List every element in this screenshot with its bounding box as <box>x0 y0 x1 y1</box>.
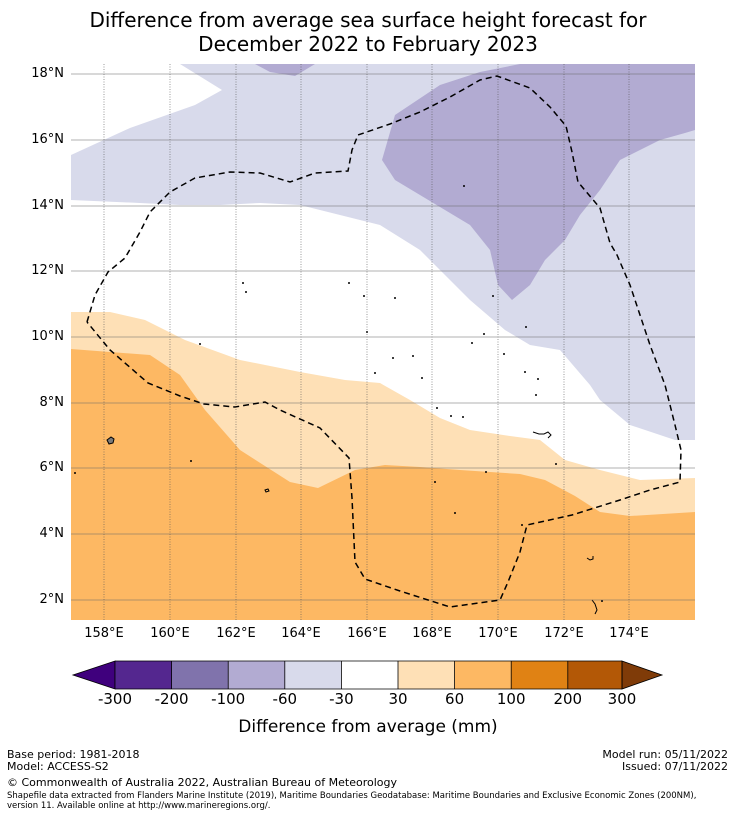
medium-negative-region-2 <box>382 64 695 300</box>
colorbar-tick: -30 <box>329 690 354 708</box>
colorbar-tick: 60 <box>445 690 465 708</box>
colorbar-high-extend <box>621 660 664 690</box>
atoll-dots <box>74 185 603 602</box>
colorbar-bin <box>398 661 455 689</box>
medium-negative-region <box>255 64 315 76</box>
base-period: Base period: 1981-2018 <box>7 748 140 761</box>
island-outlines <box>106 431 598 615</box>
lon-label: 172°E <box>544 626 584 641</box>
model-run: Model run: 05/11/2022 <box>602 748 728 761</box>
lon-label: 164°E <box>281 626 321 641</box>
map-title: Difference from average sea surface heig… <box>0 8 736 56</box>
colorbar-title: Difference from average (mm) <box>238 717 498 737</box>
orange-positive-region <box>71 349 695 620</box>
colorbar-low-extend <box>71 660 116 690</box>
model-name: Model: ACCESS-S2 <box>7 760 109 773</box>
lat-label: 18°N <box>31 66 64 81</box>
lon-label: 160°E <box>150 626 190 641</box>
colorbar-tick: -60 <box>272 690 298 708</box>
colorbar-tick: 200 <box>553 690 583 708</box>
colorbar-bin <box>454 661 512 689</box>
lat-label: 2°N <box>39 592 65 607</box>
lon-label: 174°E <box>609 626 649 641</box>
lon-label: 158°E <box>84 626 124 641</box>
latitude-gridlines <box>71 73 695 601</box>
lat-label: 16°N <box>31 132 64 147</box>
colorbar-tick: -300 <box>97 690 133 708</box>
colorbar-bin <box>228 661 285 689</box>
colorbar-tick: -200 <box>154 690 189 708</box>
lat-label: 6°N <box>39 460 65 475</box>
title-line-1: Difference from average sea surface heig… <box>89 8 647 32</box>
colorbar-tick: -100 <box>211 690 246 708</box>
title-line-2: December 2022 to February 2023 <box>198 32 538 56</box>
colorbar-bin <box>171 661 229 689</box>
issued-date: Issued: 07/11/2022 <box>621 760 728 773</box>
colorbar <box>71 660 664 690</box>
colorbar-bin <box>284 661 342 689</box>
lat-label: 14°N <box>31 198 64 213</box>
shapefile-credit: Shapefile data extracted from Flanders M… <box>7 791 697 811</box>
lon-label: 170°E <box>478 626 518 641</box>
colorbar-bin <box>115 661 172 689</box>
colorbar-tick: 100 <box>496 690 526 708</box>
colorbar-bin <box>567 661 622 689</box>
copyright: © Commonwealth of Australia 2022, Austra… <box>7 776 397 789</box>
lon-label: 166°E <box>347 626 387 641</box>
eez-boundary <box>86 75 682 608</box>
colorbar-bin <box>341 661 398 689</box>
lat-label: 4°N <box>39 526 65 541</box>
lat-label: 10°N <box>31 329 64 344</box>
lon-label: 162°E <box>216 626 256 641</box>
colorbar-bin <box>511 661 568 689</box>
lat-label: 8°N <box>39 395 65 410</box>
map-area <box>71 64 695 620</box>
longitude-gridlines <box>103 64 630 620</box>
colorbar-tick: 30 <box>388 690 408 708</box>
lon-label: 168°E <box>412 626 452 641</box>
colorbar-tick: 300 <box>607 690 637 708</box>
lat-label: 12°N <box>31 263 64 278</box>
